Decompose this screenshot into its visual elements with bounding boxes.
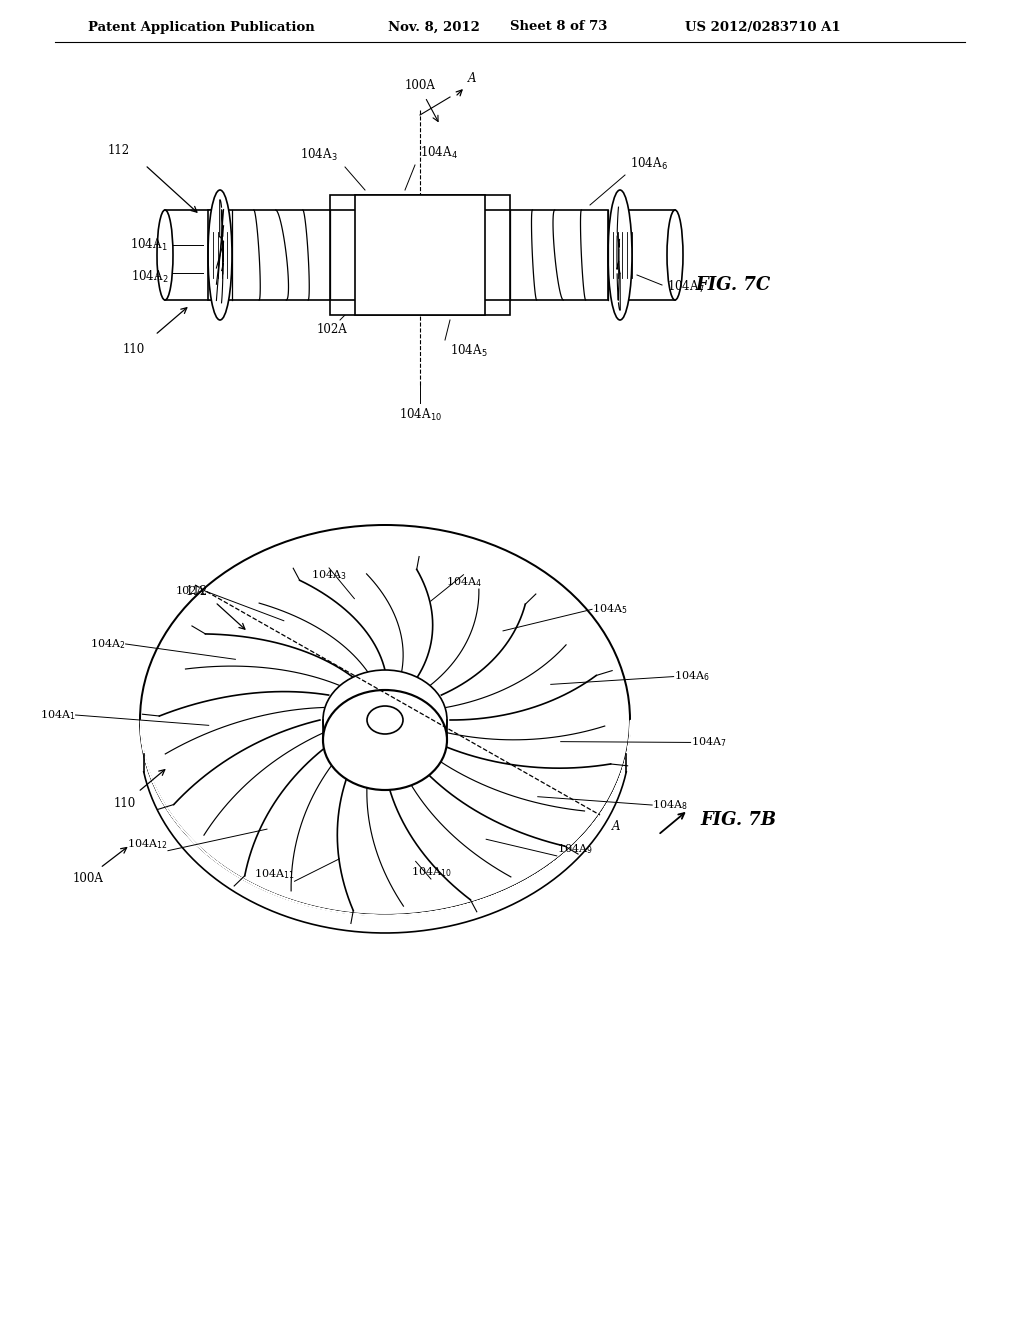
Text: 100A: 100A	[73, 873, 103, 884]
Text: 104A$_6$: 104A$_6$	[630, 156, 668, 172]
Text: 104A$_{11}$: 104A$_{11}$	[254, 867, 295, 882]
Ellipse shape	[667, 210, 683, 300]
Text: US 2012/0283710 A1: US 2012/0283710 A1	[685, 21, 841, 33]
Text: 104A$_{10}$: 104A$_{10}$	[411, 865, 452, 879]
Text: 112: 112	[108, 144, 130, 157]
Text: 102A: 102A	[316, 323, 347, 337]
Text: 110: 110	[114, 797, 136, 810]
Text: 104A$_2$: 104A$_2$	[90, 638, 126, 651]
Text: 104A$_5$: 104A$_5$	[450, 343, 487, 359]
Text: 104A$_{12}$: 104A$_{12}$	[127, 837, 168, 850]
Ellipse shape	[323, 671, 447, 770]
Text: Patent Application Publication: Patent Application Publication	[88, 21, 314, 33]
Text: 104A$_8$: 104A$_8$	[652, 799, 688, 812]
Text: 102A: 102A	[176, 586, 205, 597]
Bar	[355, 195, 485, 315]
Text: A: A	[612, 820, 621, 833]
Ellipse shape	[367, 706, 403, 734]
Bar	[165, 210, 215, 300]
Bar	[330, 195, 510, 210]
Text: A: A	[468, 73, 476, 84]
Text: 104A$_1$: 104A$_1$	[40, 708, 76, 722]
Text: 104A$_2$: 104A$_2$	[130, 269, 168, 285]
Text: 104A$_4$: 104A$_4$	[445, 574, 481, 589]
Text: Sheet 8 of 73: Sheet 8 of 73	[510, 21, 607, 33]
Text: 104A$_3$: 104A$_3$	[311, 568, 347, 582]
Text: 104A$_3$: 104A$_3$	[300, 147, 338, 162]
Text: FIG. 7C: FIG. 7C	[695, 276, 770, 294]
Bar	[510, 210, 608, 300]
Text: 110: 110	[123, 343, 145, 356]
Text: 104A$_9$: 104A$_9$	[557, 842, 593, 855]
Bar	[208, 210, 330, 300]
Ellipse shape	[140, 525, 630, 915]
Ellipse shape	[157, 210, 173, 300]
Bar	[330, 300, 510, 315]
Text: Nov. 8, 2012: Nov. 8, 2012	[388, 21, 480, 33]
Text: FIG. 7B: FIG. 7B	[700, 810, 776, 829]
Text: 104A$_6$: 104A$_6$	[674, 669, 710, 684]
Bar	[625, 210, 675, 300]
Text: 112: 112	[186, 585, 208, 598]
Text: 104A$_4$: 104A$_4$	[420, 145, 458, 161]
Ellipse shape	[608, 190, 632, 319]
Text: 104A$_7$: 104A$_7$	[667, 279, 705, 296]
Ellipse shape	[208, 190, 232, 319]
Ellipse shape	[323, 690, 447, 789]
Text: 104A$_1$: 104A$_1$	[130, 238, 168, 253]
Text: 104A$_7$: 104A$_7$	[690, 735, 726, 750]
Text: 104A$_5$: 104A$_5$	[592, 602, 628, 616]
Text: 104A$_{10}$: 104A$_{10}$	[398, 407, 441, 424]
Text: 100A: 100A	[406, 79, 436, 92]
